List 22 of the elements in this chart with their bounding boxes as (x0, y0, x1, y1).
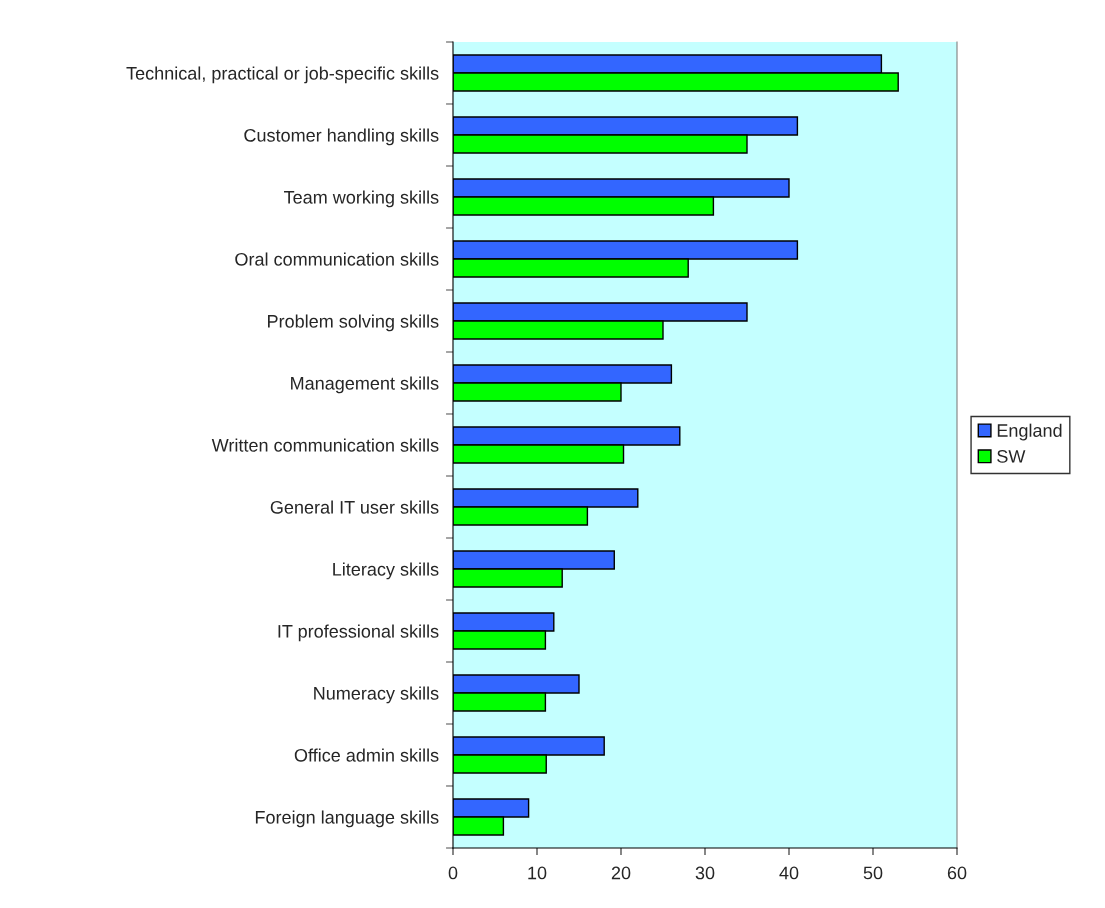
y-tick-label: Foreign language skills (255, 810, 439, 828)
x-tick-label: 20 (611, 866, 631, 880)
y-tick-label: Office admin skills (294, 748, 439, 762)
y-tick-label: Written communication skills (211, 438, 439, 452)
x-tick-label: 40 (779, 866, 799, 880)
y-tick-label: Problem solving skills (268, 314, 439, 332)
x-tick-label: 30 (695, 866, 715, 880)
x-tick-label: 0 (448, 866, 458, 880)
x-tick-label: 50 (863, 866, 883, 880)
y-tick-label: Literacy skills (333, 562, 439, 580)
y-tick-label: IT professional skills (278, 624, 439, 642)
y-tick-label: Management skills (291, 376, 439, 394)
legend-label: SW (997, 449, 1026, 463)
x-tick-label: 60 (947, 866, 967, 880)
y-tick-label: Numeracy skills (314, 686, 439, 704)
y-tick-label: Customer handling skills (244, 128, 439, 146)
x-tick-label: 10 (528, 866, 547, 880)
y-tick-label: Oral communication skills (235, 252, 439, 266)
y-tick-label: Team working skills (284, 190, 439, 208)
legend-label: England (997, 423, 1062, 441)
y-tick-label: General IT user skills (270, 500, 439, 514)
y-tick-label: Technical, practical or job-specific skills (126, 66, 439, 84)
